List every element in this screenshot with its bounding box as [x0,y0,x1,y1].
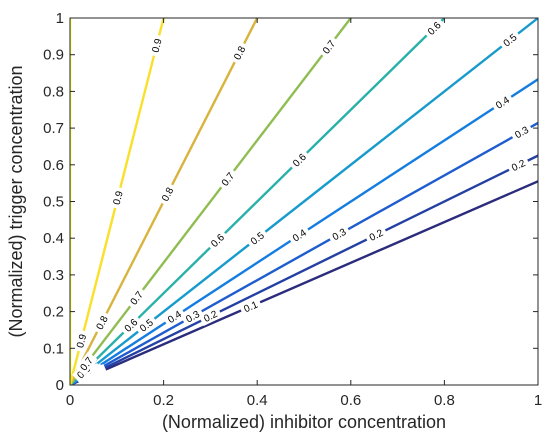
y-tick-labels: 0 0.1 0.2 0.3 0.4 0.5 0.6 0.7 0.8 0.9 1 [43,10,64,394]
x-tick-label: 0.8 [434,392,455,409]
x-tick-label: 0.6 [340,392,361,409]
contour-label-0.4-3: 0.4 [490,91,515,114]
contour-label-0.9-2: 0.9 [148,33,165,58]
axis-ticks [69,17,539,386]
contour-labels: 0.10.10.20.20.20.20.30.30.30.30.40.40.40… [71,16,534,385]
y-axis-label: (Normalized) trigger concentration [6,65,26,337]
x-tick-labels: 0 0.2 0.4 0.6 0.8 1 [66,392,542,409]
contour-line-0.1 [70,180,538,385]
y-tick-label: 0.6 [43,157,64,174]
svg-text:0.1: 0.1 [242,299,260,315]
contour-label-0.9-0: 0.9 [72,329,90,353]
y-tick-label: 0.5 [43,194,64,211]
x-tick-label: 0.2 [153,392,174,409]
svg-text:0.9: 0.9 [75,333,89,350]
contour-label-0.1-1: 0.1 [238,296,263,317]
y-tick-label: 0.2 [43,304,64,321]
x-axis-label: (Normalized) inhibitor concentration [162,412,446,432]
svg-text:0.9: 0.9 [112,190,126,207]
contour-label-0.8-0: 0.8 [91,310,112,335]
contour-label-0.8-2: 0.8 [229,40,250,65]
svg-text:0.9: 0.9 [151,37,165,54]
contour-label-0.3-2: 0.3 [327,223,352,245]
y-tick-label: 0.3 [43,267,64,284]
y-tick-label: 0.8 [43,83,64,100]
y-tick-label: 0.7 [43,120,64,137]
contour-label-0.3-3: 0.3 [509,121,534,143]
y-tick-label: 1 [56,10,64,27]
contour-label-0.4-2: 0.4 [287,224,312,246]
x-tick-label: 0 [66,392,74,409]
contour-line-0.3 [70,121,538,385]
x-tick-label: 0.4 [247,392,268,409]
y-tick-label: 0.9 [43,47,64,64]
contour-line-0.2 [70,154,538,385]
contour-label-0.9-1: 0.9 [109,186,127,210]
contour-line-0.7 [70,18,352,385]
x-tick-label: 1 [534,392,542,409]
contour-label-0.8-1: 0.8 [157,182,178,207]
contour-label-0.2-3: 0.2 [506,155,531,176]
y-tick-label: 0 [56,377,64,394]
y-tick-label: 0.4 [43,230,64,247]
contour-label-0.2-2: 0.2 [364,224,389,245]
y-tick-label: 0.1 [43,340,64,357]
